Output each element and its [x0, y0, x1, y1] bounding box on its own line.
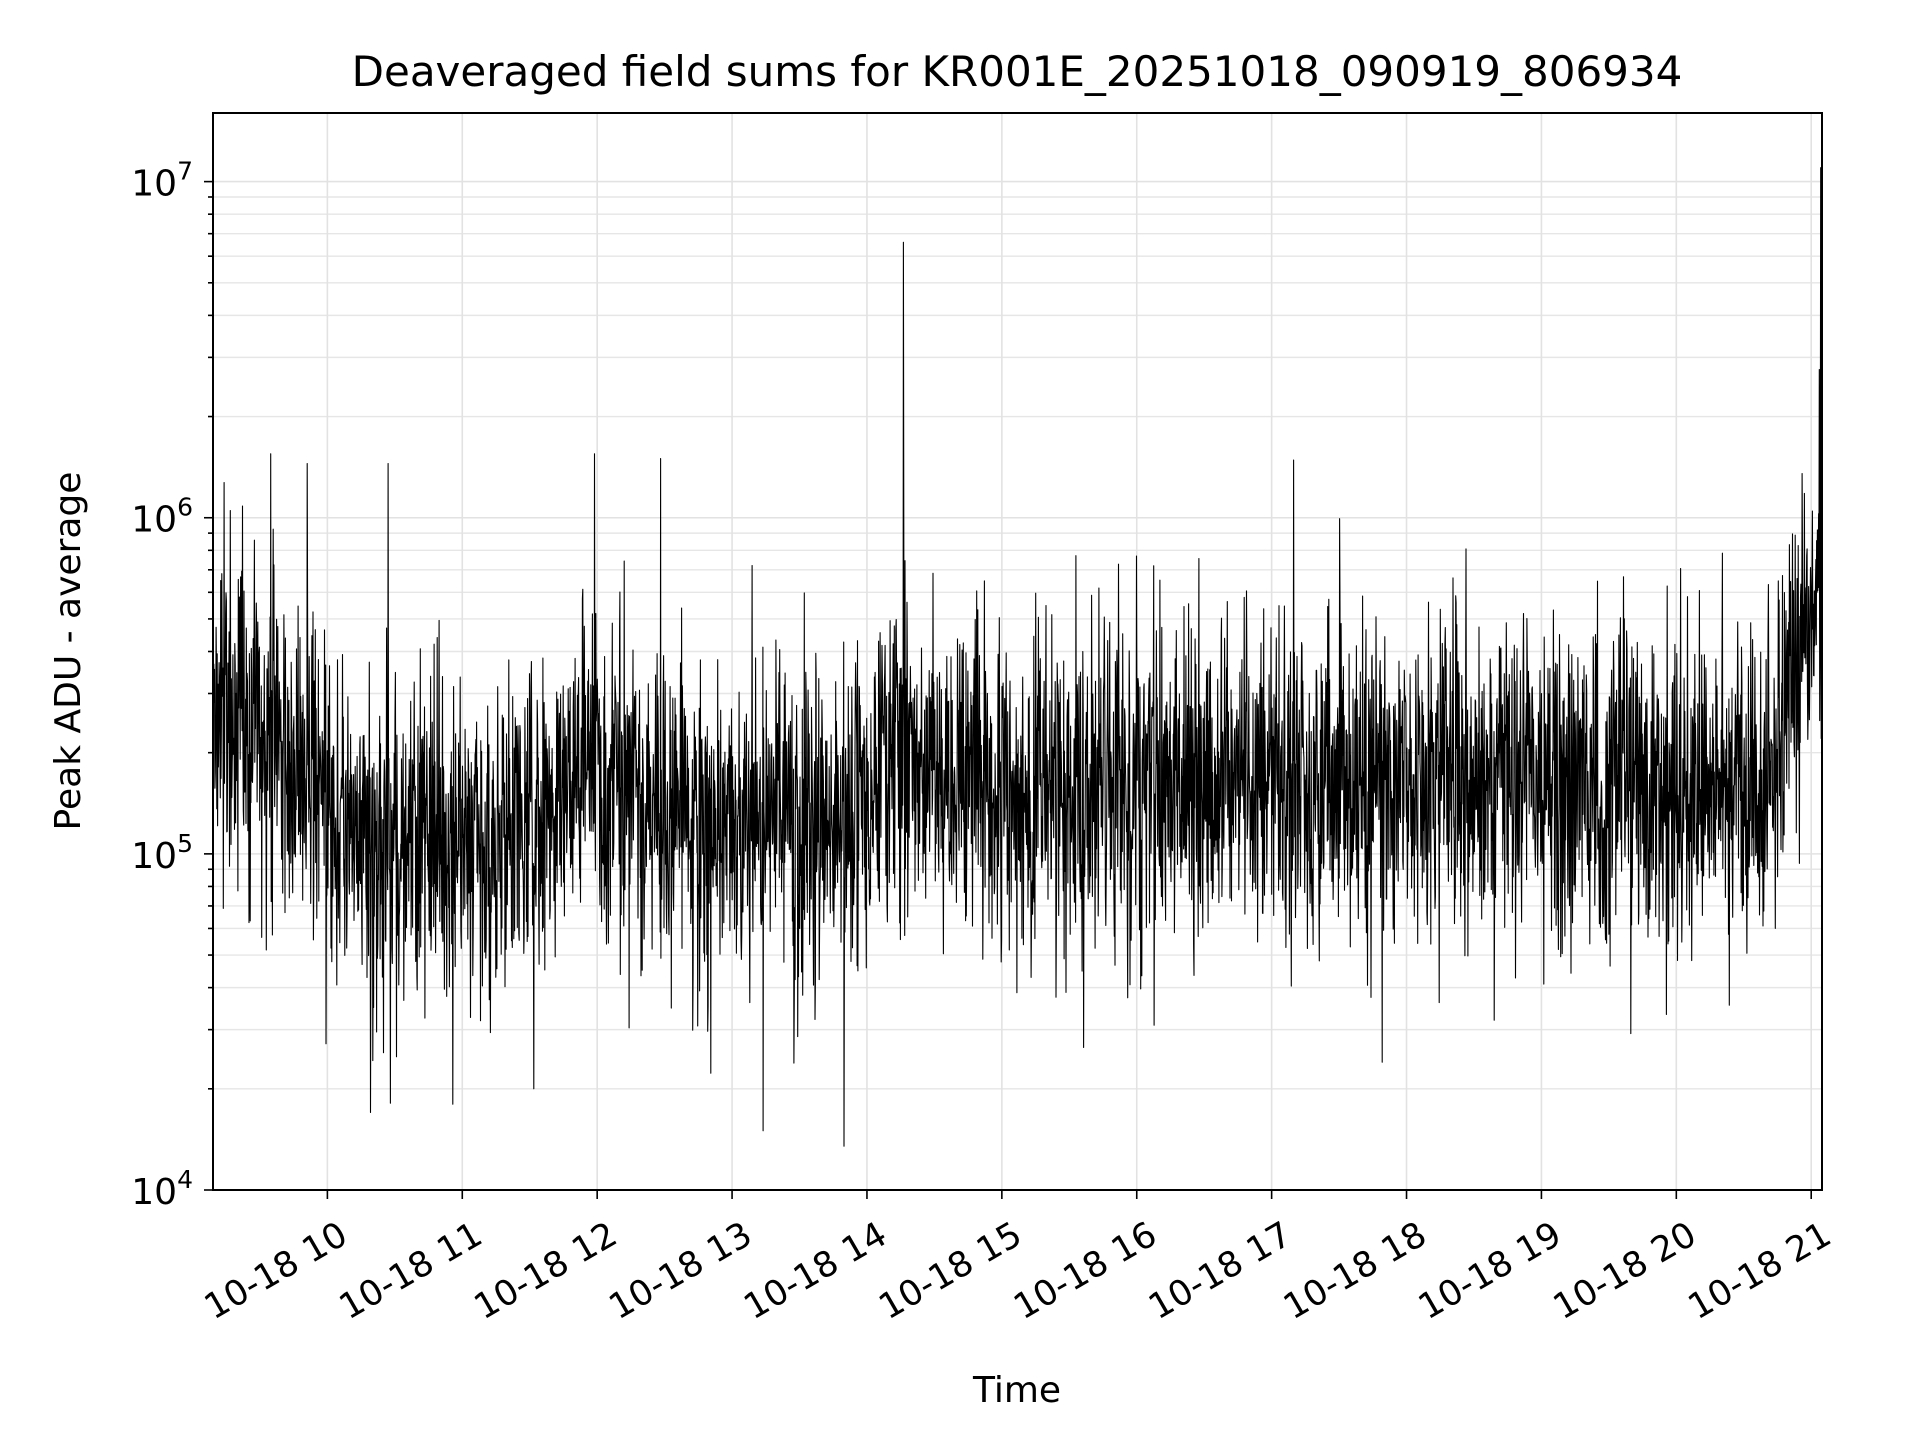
y-tick-label-base: 10 [131, 500, 177, 541]
x-axis-label: Time [972, 1370, 1061, 1411]
chart-title: Deaveraged field sums for KR001E_2025101… [352, 47, 1683, 96]
y-tick-label-base: 10 [131, 1172, 177, 1213]
y-tick-label-exponent: 4 [177, 1165, 193, 1194]
y-tick-label: 105 [131, 829, 193, 877]
series-line [212, 167, 1823, 1147]
y-tick-label: 104 [131, 1165, 193, 1213]
y-tick-label-base: 10 [131, 836, 177, 877]
y-tick-label-exponent: 7 [177, 157, 193, 186]
y-tick-label-exponent: 6 [177, 493, 193, 522]
y-tick-label-base: 10 [131, 164, 177, 205]
y-tick-label: 106 [131, 493, 193, 541]
y-axis-label: Peak ADU - average [48, 472, 89, 831]
y-tick-label-exponent: 5 [177, 829, 193, 858]
series-layer [212, 167, 1823, 1147]
y-tick-label: 107 [131, 157, 193, 205]
